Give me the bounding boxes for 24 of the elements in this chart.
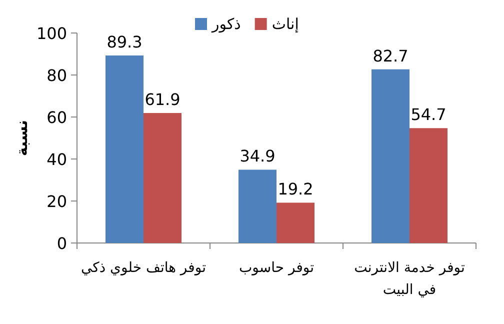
y-tick-label: 40 <box>46 150 67 169</box>
y-tick-label: 20 <box>46 192 67 211</box>
legend-label: ذكور <box>211 15 241 33</box>
legend-label: إناث <box>272 15 299 33</box>
y-tick-label: 60 <box>46 108 67 127</box>
bar <box>410 128 448 243</box>
y-axis-title: نسبة <box>13 120 31 156</box>
y-tick-label: 80 <box>46 66 67 85</box>
bar <box>276 202 314 243</box>
data-label: 19.2 <box>278 180 314 199</box>
data-label: 54.7 <box>410 105 446 124</box>
y-tick-label: 0 <box>56 234 67 253</box>
data-label: 82.7 <box>372 46 408 66</box>
x-tick-label: توفر حاسوب <box>238 260 314 276</box>
data-label: 89.3 <box>106 32 142 52</box>
bar <box>144 113 182 243</box>
y-tick-label: 100 <box>36 24 67 43</box>
x-tick-label: توفر هاتف خلوي ذكي <box>81 260 206 276</box>
bar <box>106 55 144 243</box>
data-label: 34.9 <box>240 146 276 166</box>
data-label: 61.9 <box>144 90 180 110</box>
bar <box>372 69 410 243</box>
bar <box>238 170 276 243</box>
x-tick-label: توفر خدمة الانترنت في البيت <box>354 260 466 298</box>
